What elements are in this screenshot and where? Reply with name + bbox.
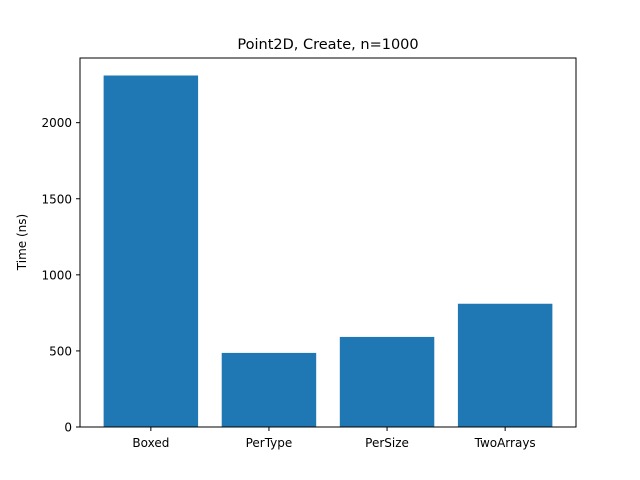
x-tick-label: TwoArrays <box>474 436 536 450</box>
y-tick-label: 1000 <box>41 268 72 282</box>
x-tick-label: Boxed <box>132 436 169 450</box>
y-tick-label: 500 <box>49 344 72 358</box>
y-axis-ticks: 0 500 1000 1500 2000 <box>41 116 80 435</box>
x-axis-ticks: Boxed PerType PerSize TwoArrays <box>132 427 536 450</box>
bar-boxed <box>103 75 199 427</box>
bar-pertype <box>221 352 317 427</box>
bar-twoarrays <box>457 303 553 427</box>
y-axis-label: Time (ns) <box>15 214 29 271</box>
plot-frame <box>79 57 577 428</box>
chart-title: Point2D, Create, n=1000 <box>237 37 418 53</box>
bars-group <box>103 75 553 427</box>
x-tick-label: PerSize <box>365 436 409 450</box>
y-tick-label: 1500 <box>41 192 72 206</box>
bar-persize <box>339 336 435 427</box>
x-tick-label: PerType <box>246 436 293 450</box>
y-tick-label: 2000 <box>41 116 72 130</box>
y-tick-label: 0 <box>64 421 72 435</box>
